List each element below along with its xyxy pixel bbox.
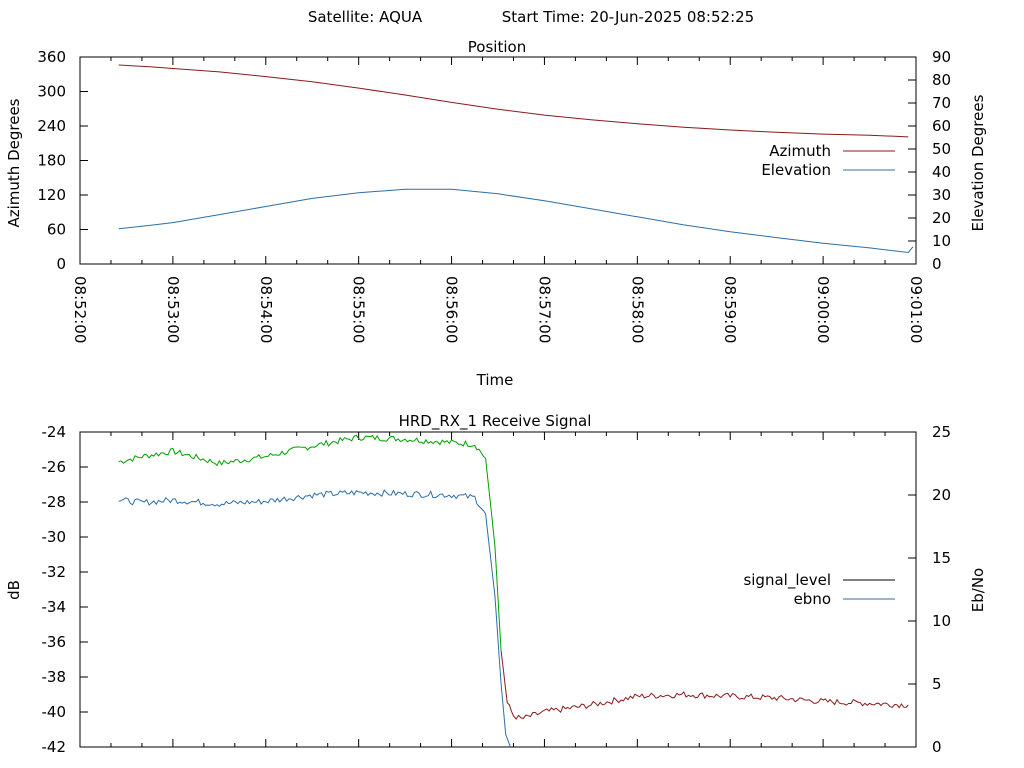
left-tick-label: -26	[42, 458, 67, 476]
right-tick-label: 0	[932, 738, 942, 756]
x-tick-label: 08:52:00	[71, 276, 89, 343]
ebno-axis-label: Eb/No	[969, 568, 987, 612]
left-tick-label: 300	[37, 83, 66, 101]
left-tick-label: -36	[42, 633, 67, 651]
x-tick-label: 08:56:00	[443, 276, 461, 343]
position-chart-title: Position	[468, 38, 526, 56]
start-time-label: Start Time: 20-Jun-2025 08:52:25	[502, 8, 754, 26]
signal-ticks: -42 -40 -38 -36 -34 -32 -30 -28 -26 -24 0 5 10 15 20 25	[42, 423, 952, 756]
left-tick-label: 180	[37, 152, 66, 170]
left-tick-label: 0	[56, 255, 66, 273]
right-tick-label: 50	[932, 140, 951, 158]
right-tick-label: 25	[932, 423, 951, 441]
elevation-axis-label: Elevation Degrees	[969, 94, 987, 231]
right-tick-label: 20	[932, 486, 951, 504]
left-tick-label: 120	[37, 186, 66, 204]
signal_level-line	[118, 434, 502, 651]
right-tick-label: 0	[932, 255, 942, 273]
left-tick-label: -30	[42, 528, 67, 546]
x-tick-label: 09:00:00	[814, 276, 832, 343]
left-tick-label: 240	[37, 117, 66, 135]
left-tick-label: -32	[42, 563, 67, 581]
right-tick-label: 30	[932, 186, 951, 204]
right-tick-label: 15	[932, 549, 951, 567]
position-chart: Position Azimuth Degrees Elevation Degre…	[5, 38, 987, 389]
legend-label: signal_level	[743, 571, 831, 590]
right-tick-label: 80	[932, 71, 951, 89]
x-tick-label: 08:57:00	[535, 276, 553, 343]
position-series	[118, 64, 914, 254]
left-tick-label: 360	[37, 48, 66, 66]
x-tick-label: 08:58:00	[628, 276, 646, 343]
right-tick-label: 40	[932, 163, 951, 181]
right-tick-label: 70	[932, 94, 951, 112]
x-tick-label: 09:01:00	[907, 276, 925, 343]
left-tick-label: -38	[42, 668, 67, 686]
signal-series	[118, 434, 909, 748]
x-tick-label: 08:59:00	[721, 276, 739, 343]
satellite-label: Satellite: AQUA	[308, 8, 423, 26]
signal_level-line	[500, 650, 909, 720]
left-tick-label: -34	[42, 598, 67, 616]
left-tick-label: -40	[42, 703, 67, 721]
left-tick-label: -42	[42, 738, 67, 756]
x-tick-label: 08:55:00	[350, 276, 368, 343]
ebno-line	[118, 489, 511, 748]
right-tick-label: 60	[932, 117, 951, 135]
signal-chart: HRD_RX_1 Receive Signal dB Eb/No -42-40-…	[5, 412, 987, 756]
x-tick-label: 08:53:00	[164, 276, 182, 343]
right-tick-label: 10	[932, 612, 951, 630]
right-tick-label: 20	[932, 209, 951, 227]
right-tick-label: 10	[932, 232, 951, 250]
legend-label: ebno	[794, 590, 831, 608]
left-tick-label: 60	[47, 221, 66, 239]
azimuth-axis-label: Azimuth Degrees	[5, 98, 23, 227]
signal-plot-frame	[79, 431, 917, 748]
legend-label: Azimuth	[769, 142, 831, 160]
Elevation-line	[118, 188, 914, 254]
left-tick-label: -24	[42, 423, 67, 441]
x-tick-label: 08:54:00	[257, 276, 275, 343]
time-axis-label: Time	[476, 371, 514, 389]
right-tick-label: 90	[932, 48, 951, 66]
left-tick-label: -28	[42, 493, 67, 511]
legend-label: Elevation	[761, 161, 831, 179]
db-axis-label: dB	[5, 580, 23, 600]
signal-chart-title: HRD_RX_1 Receive Signal	[399, 412, 592, 431]
Azimuth-line	[118, 64, 909, 138]
position-ticks: 0 60 120 180 240 300 360 0 10 20 30 40 50 60 70 80 90 08:…	[37, 48, 951, 343]
right-tick-label: 5	[932, 675, 942, 693]
